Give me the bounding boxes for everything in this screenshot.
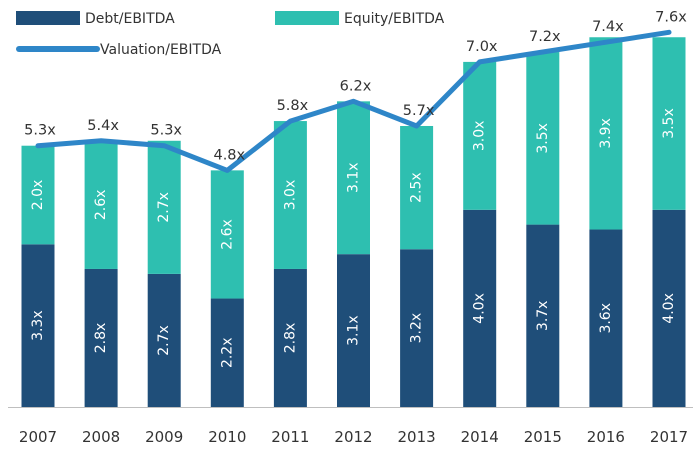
label-equity-2015: 3.5x xyxy=(535,123,551,154)
x-tick-2016: 2016 xyxy=(587,428,625,446)
valuation-label-2016: 7.4x xyxy=(592,19,624,35)
bar-equity-2011 xyxy=(273,121,307,269)
x-tick-2014: 2014 xyxy=(461,428,499,446)
x-tick-2017: 2017 xyxy=(650,428,688,446)
bar-debt-2014 xyxy=(463,209,497,407)
valuation-label-2010: 4.8x xyxy=(213,147,245,163)
valuation-label-2009: 5.3x xyxy=(150,123,182,139)
label-debt-2010: 2.2x xyxy=(219,337,235,368)
label-equity-2013: 2.5x xyxy=(409,172,425,203)
x-tick-2007: 2007 xyxy=(19,428,57,446)
label-equity-2007: 2.0x xyxy=(30,180,46,211)
valuation-label-2007: 5.3x xyxy=(24,123,56,139)
valuation-label-2012: 6.2x xyxy=(340,78,372,94)
bars xyxy=(21,37,686,407)
bar-equity-2017 xyxy=(652,37,686,210)
label-debt-2012: 3.1x xyxy=(346,315,362,346)
valuation-point-2010 xyxy=(225,168,230,173)
legend-debt-label: Debt/EBITDA xyxy=(85,11,175,27)
valuation-point-2007 xyxy=(35,143,41,148)
valuation-label-2013: 5.7x xyxy=(403,103,435,119)
label-debt-2007: 3.3x xyxy=(30,310,46,341)
bar-debt-2016 xyxy=(589,229,623,407)
label-debt-2013: 3.2x xyxy=(409,313,425,344)
valuation-label-2008: 5.4x xyxy=(87,118,119,134)
valuation-point-2009 xyxy=(162,143,167,148)
label-equity-2010: 2.6x xyxy=(219,219,235,250)
x-tick-2009: 2009 xyxy=(145,428,183,446)
legend-debt-swatch xyxy=(16,11,80,25)
label-debt-2009: 2.7x xyxy=(156,325,172,356)
valuation-labels: 5.3x 5.4x 5.3x 4.8x 5.8x 6.2x 5.7x 7.0x 7.2x 7.4x… xyxy=(24,9,687,163)
x-tick-2010: 2010 xyxy=(208,428,246,446)
legend-equity-swatch xyxy=(275,11,339,25)
bar-debt-2009 xyxy=(147,273,181,407)
bar-equity-2012 xyxy=(337,101,370,255)
bar-equity-2008 xyxy=(84,140,118,269)
label-equity-2011: 3.0x xyxy=(282,180,298,211)
bar-debt-2011 xyxy=(273,268,307,407)
label-equity-2008: 2.6x xyxy=(93,190,109,221)
valuation-point-2013 xyxy=(414,123,419,129)
bar-equity-2009 xyxy=(147,140,181,274)
bar-debt-2012 xyxy=(337,254,370,407)
x-tick-2013: 2013 xyxy=(398,428,436,446)
label-debt-2008: 2.8x xyxy=(93,323,109,354)
valuation-point-2017 xyxy=(666,30,672,35)
valuation-point-2014 xyxy=(477,59,482,65)
valuation-point-2008 xyxy=(98,138,104,143)
legend-valuation: Valuation/EBITDA xyxy=(16,42,222,58)
label-debt-2014: 4.0x xyxy=(472,293,488,324)
valuation-label-2017: 7.6x xyxy=(655,9,687,25)
x-tick-2011: 2011 xyxy=(271,428,309,446)
label-equity-2017: 3.5x xyxy=(661,108,677,139)
valuation-label-2014: 7.0x xyxy=(466,39,498,55)
bar-equity-2015 xyxy=(526,52,560,225)
legend-valuation-swatch xyxy=(16,46,100,52)
bar-debt-2008 xyxy=(84,268,118,407)
bar-debt-2015 xyxy=(526,224,560,407)
valuation-label-2011: 5.8x xyxy=(277,98,309,114)
valuation-label-2015: 7.2x xyxy=(529,29,561,45)
valuation-point-2016 xyxy=(603,39,609,45)
legend-debt: Debt/EBITDA xyxy=(16,11,175,27)
bar-debt-2013 xyxy=(400,249,434,407)
valuation-point-2015 xyxy=(540,49,545,55)
label-equity-2012: 3.1x xyxy=(346,162,362,193)
x-tick-2008: 2008 xyxy=(82,428,120,446)
bar-equity-2010 xyxy=(210,170,244,299)
bar-equity-2013 xyxy=(400,125,434,250)
label-equity-2009: 2.7x xyxy=(156,192,172,223)
segment-labels: 3.3x 2.0x 2.8x 2.6x 2.7x 2.7x 2.2x 2.6x 2.8x 3.0x… xyxy=(30,108,677,368)
label-equity-2016: 3.9x xyxy=(598,118,614,149)
x-tick-2015: 2015 xyxy=(524,428,562,446)
bar-debt-2010 xyxy=(210,298,244,407)
bar-equity-2016 xyxy=(589,37,623,230)
bar-debt-2007 xyxy=(21,244,55,407)
bar-equity-2007 xyxy=(21,145,55,245)
label-debt-2017: 4.0x xyxy=(661,293,677,324)
valuation-point-2011 xyxy=(288,118,293,124)
legend-equity: Equity/EBITDA xyxy=(275,11,445,27)
bar-equity-2014 xyxy=(463,61,497,210)
legend: Debt/EBITDA Equity/EBITDA Valuation/EBITDA xyxy=(16,11,445,58)
legend-valuation-label: Valuation/EBITDA xyxy=(100,42,222,58)
x-tick-2012: 2012 xyxy=(334,428,372,446)
label-debt-2016: 3.6x xyxy=(598,303,614,334)
label-equity-2014: 3.0x xyxy=(472,121,488,152)
label-debt-2015: 3.7x xyxy=(535,301,551,332)
label-debt-2011: 2.8x xyxy=(282,323,298,354)
x-tick-labels: 2007 2008 2009 2010 2011 2012 2013 2014 2015 2016… xyxy=(19,428,688,446)
bar-debt-2017 xyxy=(652,209,686,407)
valuation-line xyxy=(35,29,672,173)
valuation-point-2012 xyxy=(351,99,356,104)
legend-equity-label: Equity/EBITDA xyxy=(344,11,445,27)
